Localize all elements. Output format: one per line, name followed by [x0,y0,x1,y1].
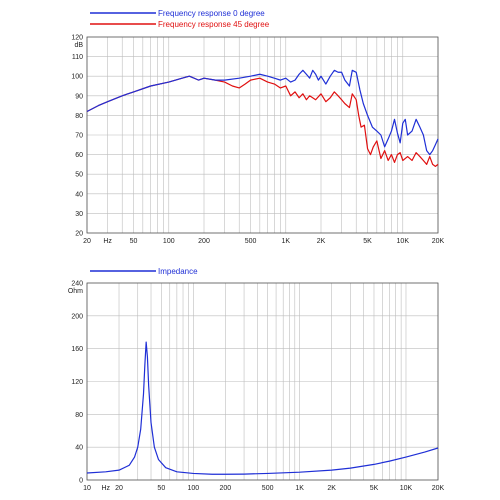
x-tick-label: 500 [262,485,274,492]
y-tick-label: 30 [75,211,83,218]
y-tick-label: 70 [75,133,83,140]
x-tick-label: 20K [432,485,445,492]
y-tick-label: 240 [71,281,83,288]
x-tick-label: 20 [115,485,123,492]
x-tick-label: 50 [157,485,165,492]
x-tick-label: 5K [370,485,379,492]
legend-label: Frequency response 0 degree [158,9,265,18]
y-tick-label: 200 [71,313,83,320]
x-tick-label: 200 [198,238,210,245]
y-tick-label: 120 [71,35,83,42]
y-axis-unit-label: Ohm [68,288,83,295]
y-tick-label: 80 [75,412,83,419]
y-tick-label: 160 [71,346,83,353]
series-line-0 [86,341,439,475]
x-tick-label: 500 [245,238,257,245]
x-tick-label: 20 [83,238,91,245]
plot-border [86,282,439,481]
y-tick-label: 100 [71,74,83,81]
y-tick-label: 20 [75,231,83,238]
x-tick-label: 2K [327,485,336,492]
x-tick-label: 10K [400,485,413,492]
legend-label: Frequency response 45 degree [158,20,270,29]
y-tick-label: 40 [75,191,83,198]
x-tick-label: Hz [103,238,112,245]
x-tick-label: 2K [317,238,326,245]
y-tick-label: 0 [79,478,83,485]
y-axis-unit-label: dB [74,42,83,49]
y-tick-label: 60 [75,152,83,159]
x-tick-label: 10K [397,238,410,245]
x-tick-label: 20K [432,238,445,245]
x-tick-label: 100 [187,485,199,492]
x-tick-label: 5K [363,238,372,245]
x-tick-label: 10 [83,485,91,492]
x-tick-label: 1K [281,238,290,245]
x-tick-label: Hz [101,485,110,492]
x-tick-label: 100 [163,238,175,245]
x-tick-label: 200 [219,485,231,492]
legend-label: Impedance [158,267,198,276]
y-tick-label: 50 [75,172,83,179]
plot-border [86,36,439,234]
x-tick-label: 1K [295,485,304,492]
y-tick-label: 80 [75,113,83,120]
x-tick-label: 50 [130,238,138,245]
y-tick-label: 120 [71,379,83,386]
y-tick-label: 40 [75,445,83,452]
y-tick-label: 90 [75,93,83,100]
series-line-0 [86,69,439,156]
y-tick-label: 110 [72,54,83,61]
